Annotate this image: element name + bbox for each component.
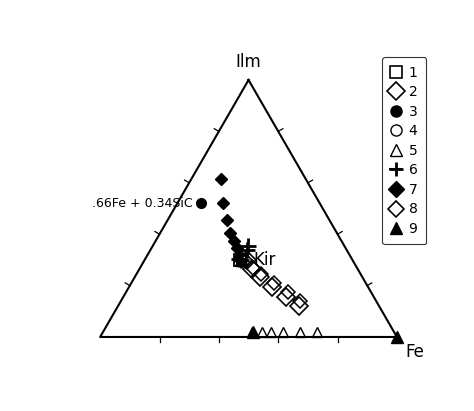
- Text: Kir: Kir: [253, 251, 275, 269]
- Text: Ilm: Ilm: [236, 53, 262, 71]
- Text: Fe: Fe: [406, 343, 425, 361]
- Text: .66Fe + 0.34SiC: .66Fe + 0.34SiC: [91, 197, 192, 210]
- Legend: $1$, $2$, $3$, $4$, $5$, $6$, $7$, $8$, $9$: $1$, $2$, $3$, $4$, $5$, $6$, $7$, $8$, …: [382, 57, 427, 244]
